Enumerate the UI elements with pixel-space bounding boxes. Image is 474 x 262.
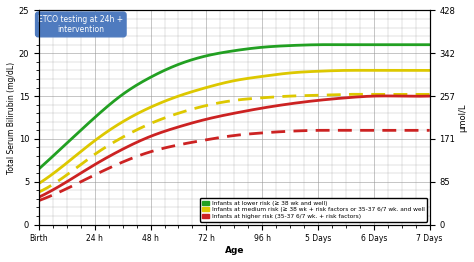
Legend: Infants at lower risk (≥ 38 wk and well), Infants at medium risk (≥ 38 wk + risk: Infants at lower risk (≥ 38 wk and well)… <box>200 198 427 222</box>
Y-axis label: μmol/L: μmol/L <box>458 103 467 132</box>
Y-axis label: Total Serum Bilirubin (mg/dL): Total Serum Bilirubin (mg/dL) <box>7 61 16 173</box>
Text: ETCO testing at 24h +
intervention: ETCO testing at 24h + intervention <box>38 15 123 34</box>
X-axis label: Age: Age <box>225 246 244 255</box>
